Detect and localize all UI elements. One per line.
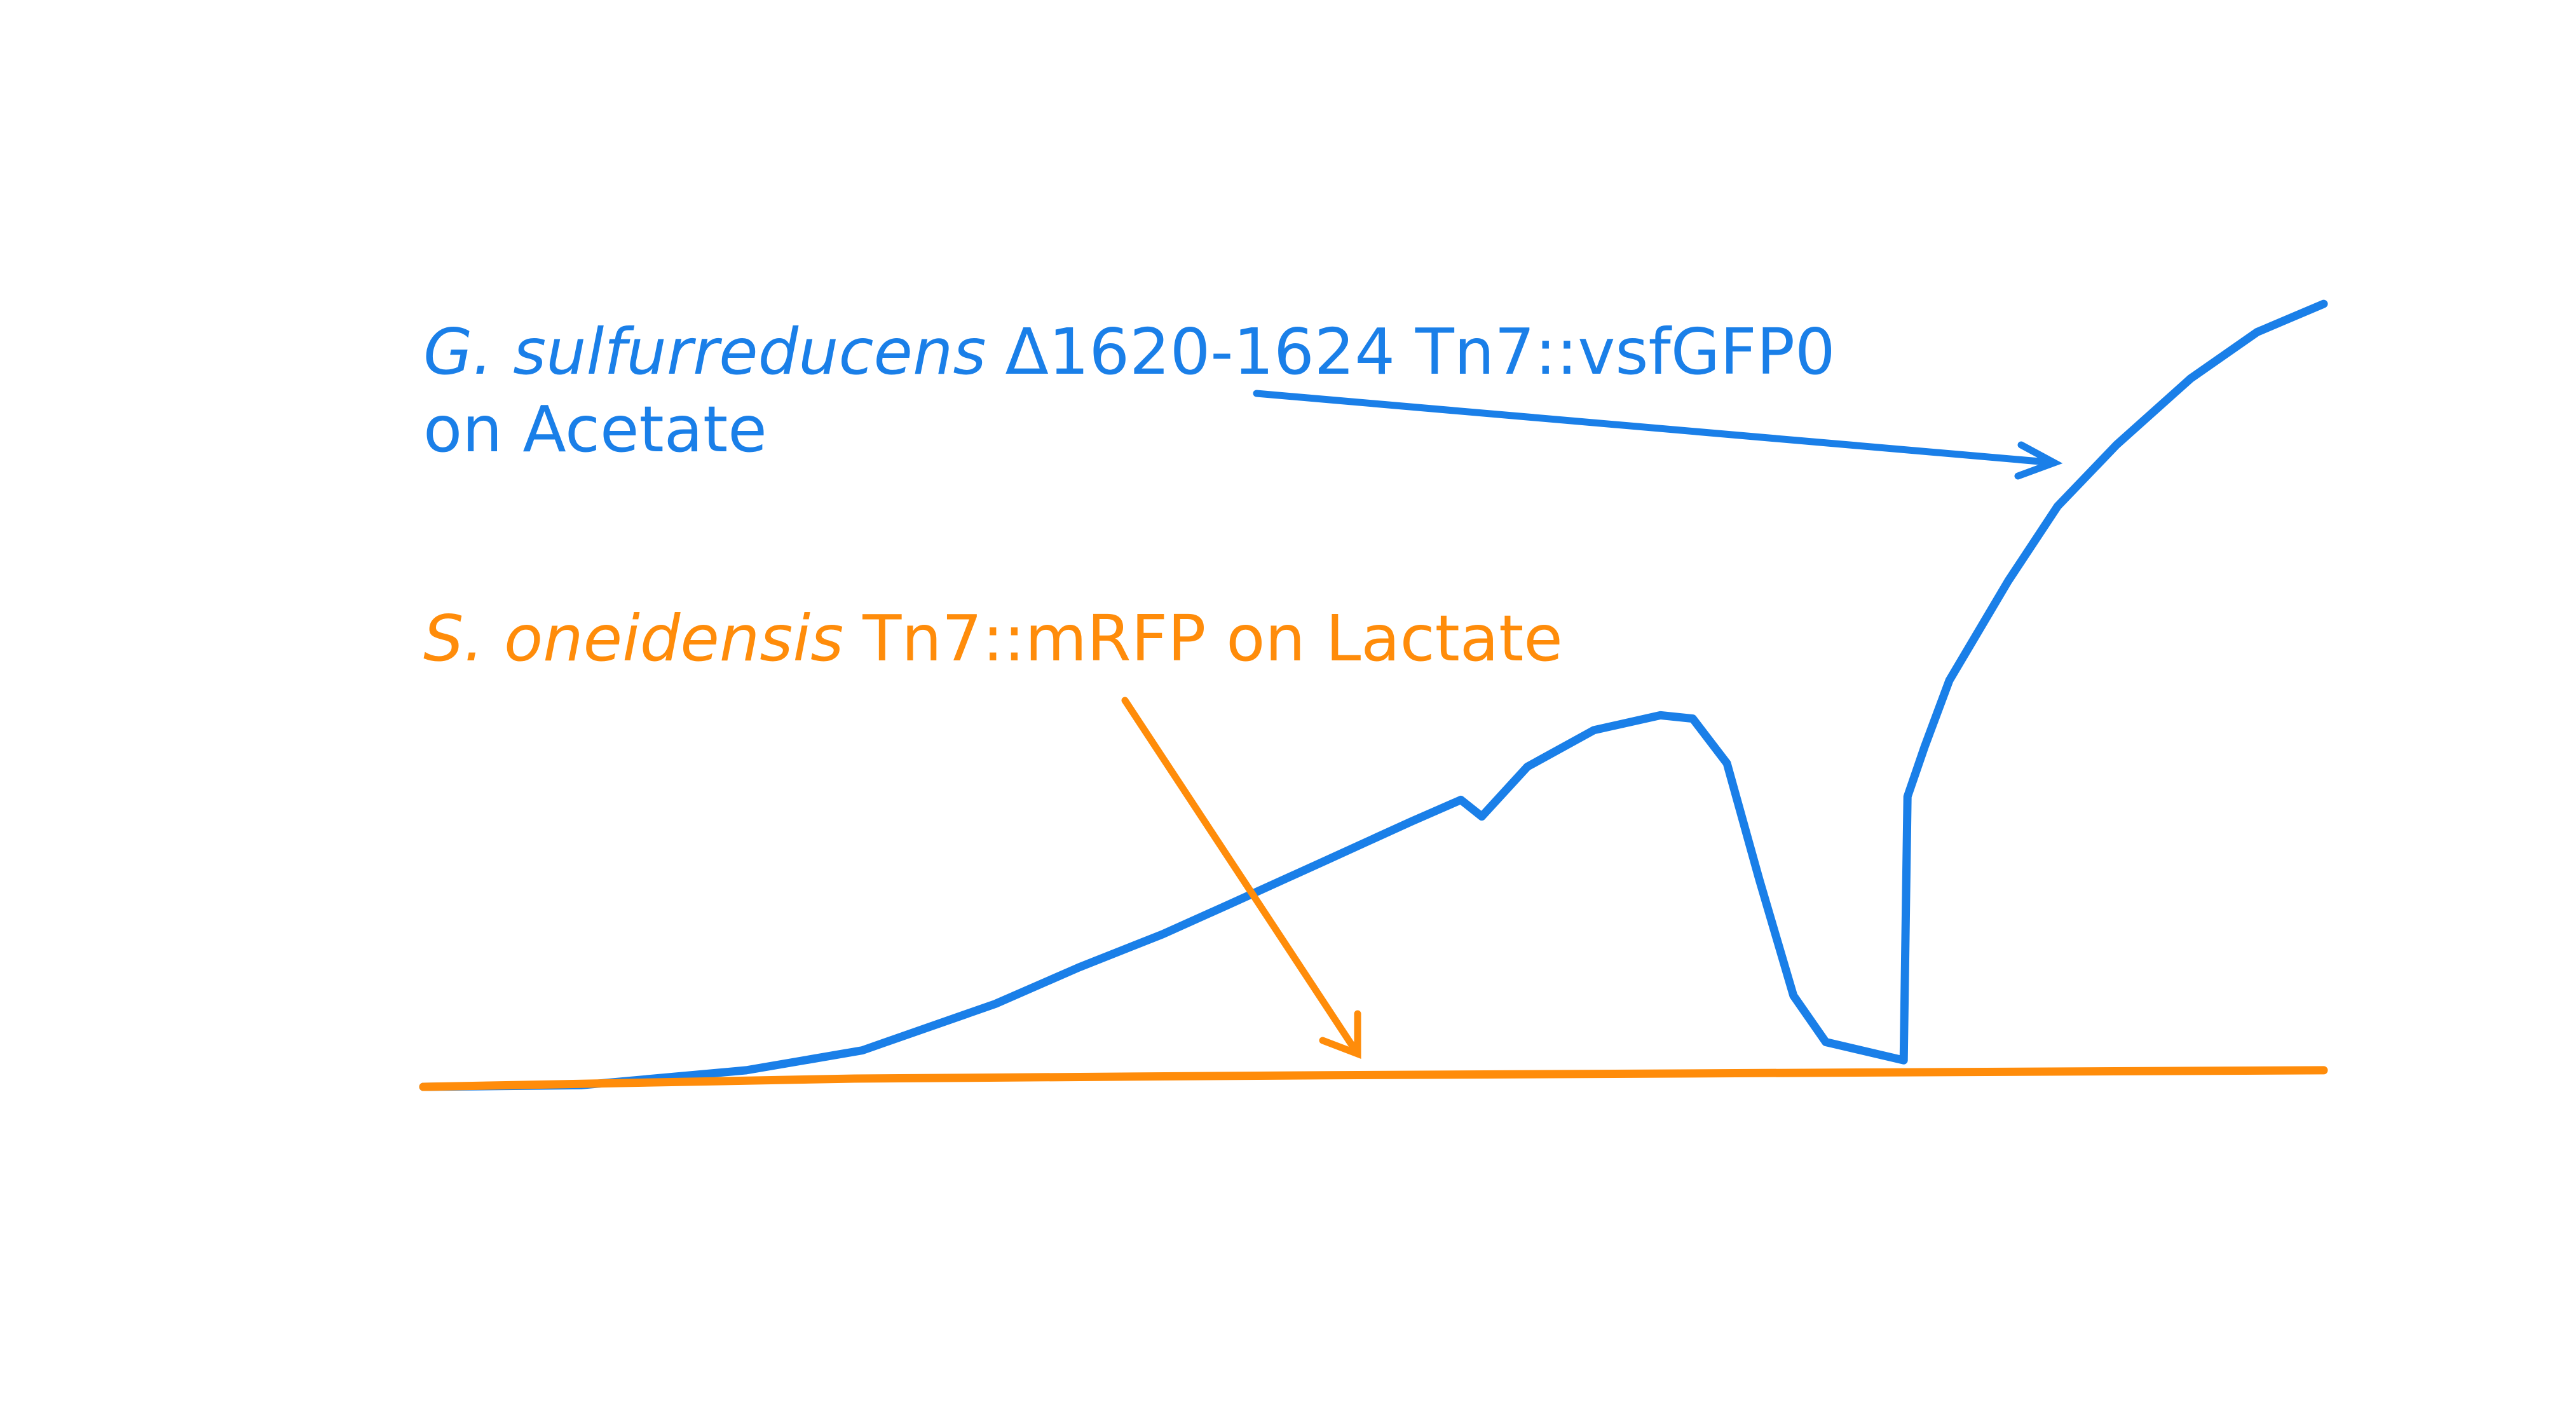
arrow <box>1253 390 2063 480</box>
line <box>419 299 2328 1091</box>
line <box>419 1066 2328 1091</box>
label-italic: G. sulfurreducens <box>423 315 986 389</box>
series-label: G. sulfurreducens Δ1620-1624 Tn7::vsfGFP0 <box>423 315 1836 389</box>
label-italic: S. oneidensis <box>423 601 843 676</box>
series-label-line2: on Acetate <box>423 392 767 467</box>
label-text: Δ1620-1624 Tn7::vsfGFP0 <box>1005 315 1836 389</box>
series-label: S. oneidensis Tn7::mRFP on Lactate <box>423 601 1563 676</box>
label-text: Tn7::mRFP on Lactate <box>862 601 1563 676</box>
arrows <box>1121 390 2063 1059</box>
arrow <box>1121 697 1361 1059</box>
